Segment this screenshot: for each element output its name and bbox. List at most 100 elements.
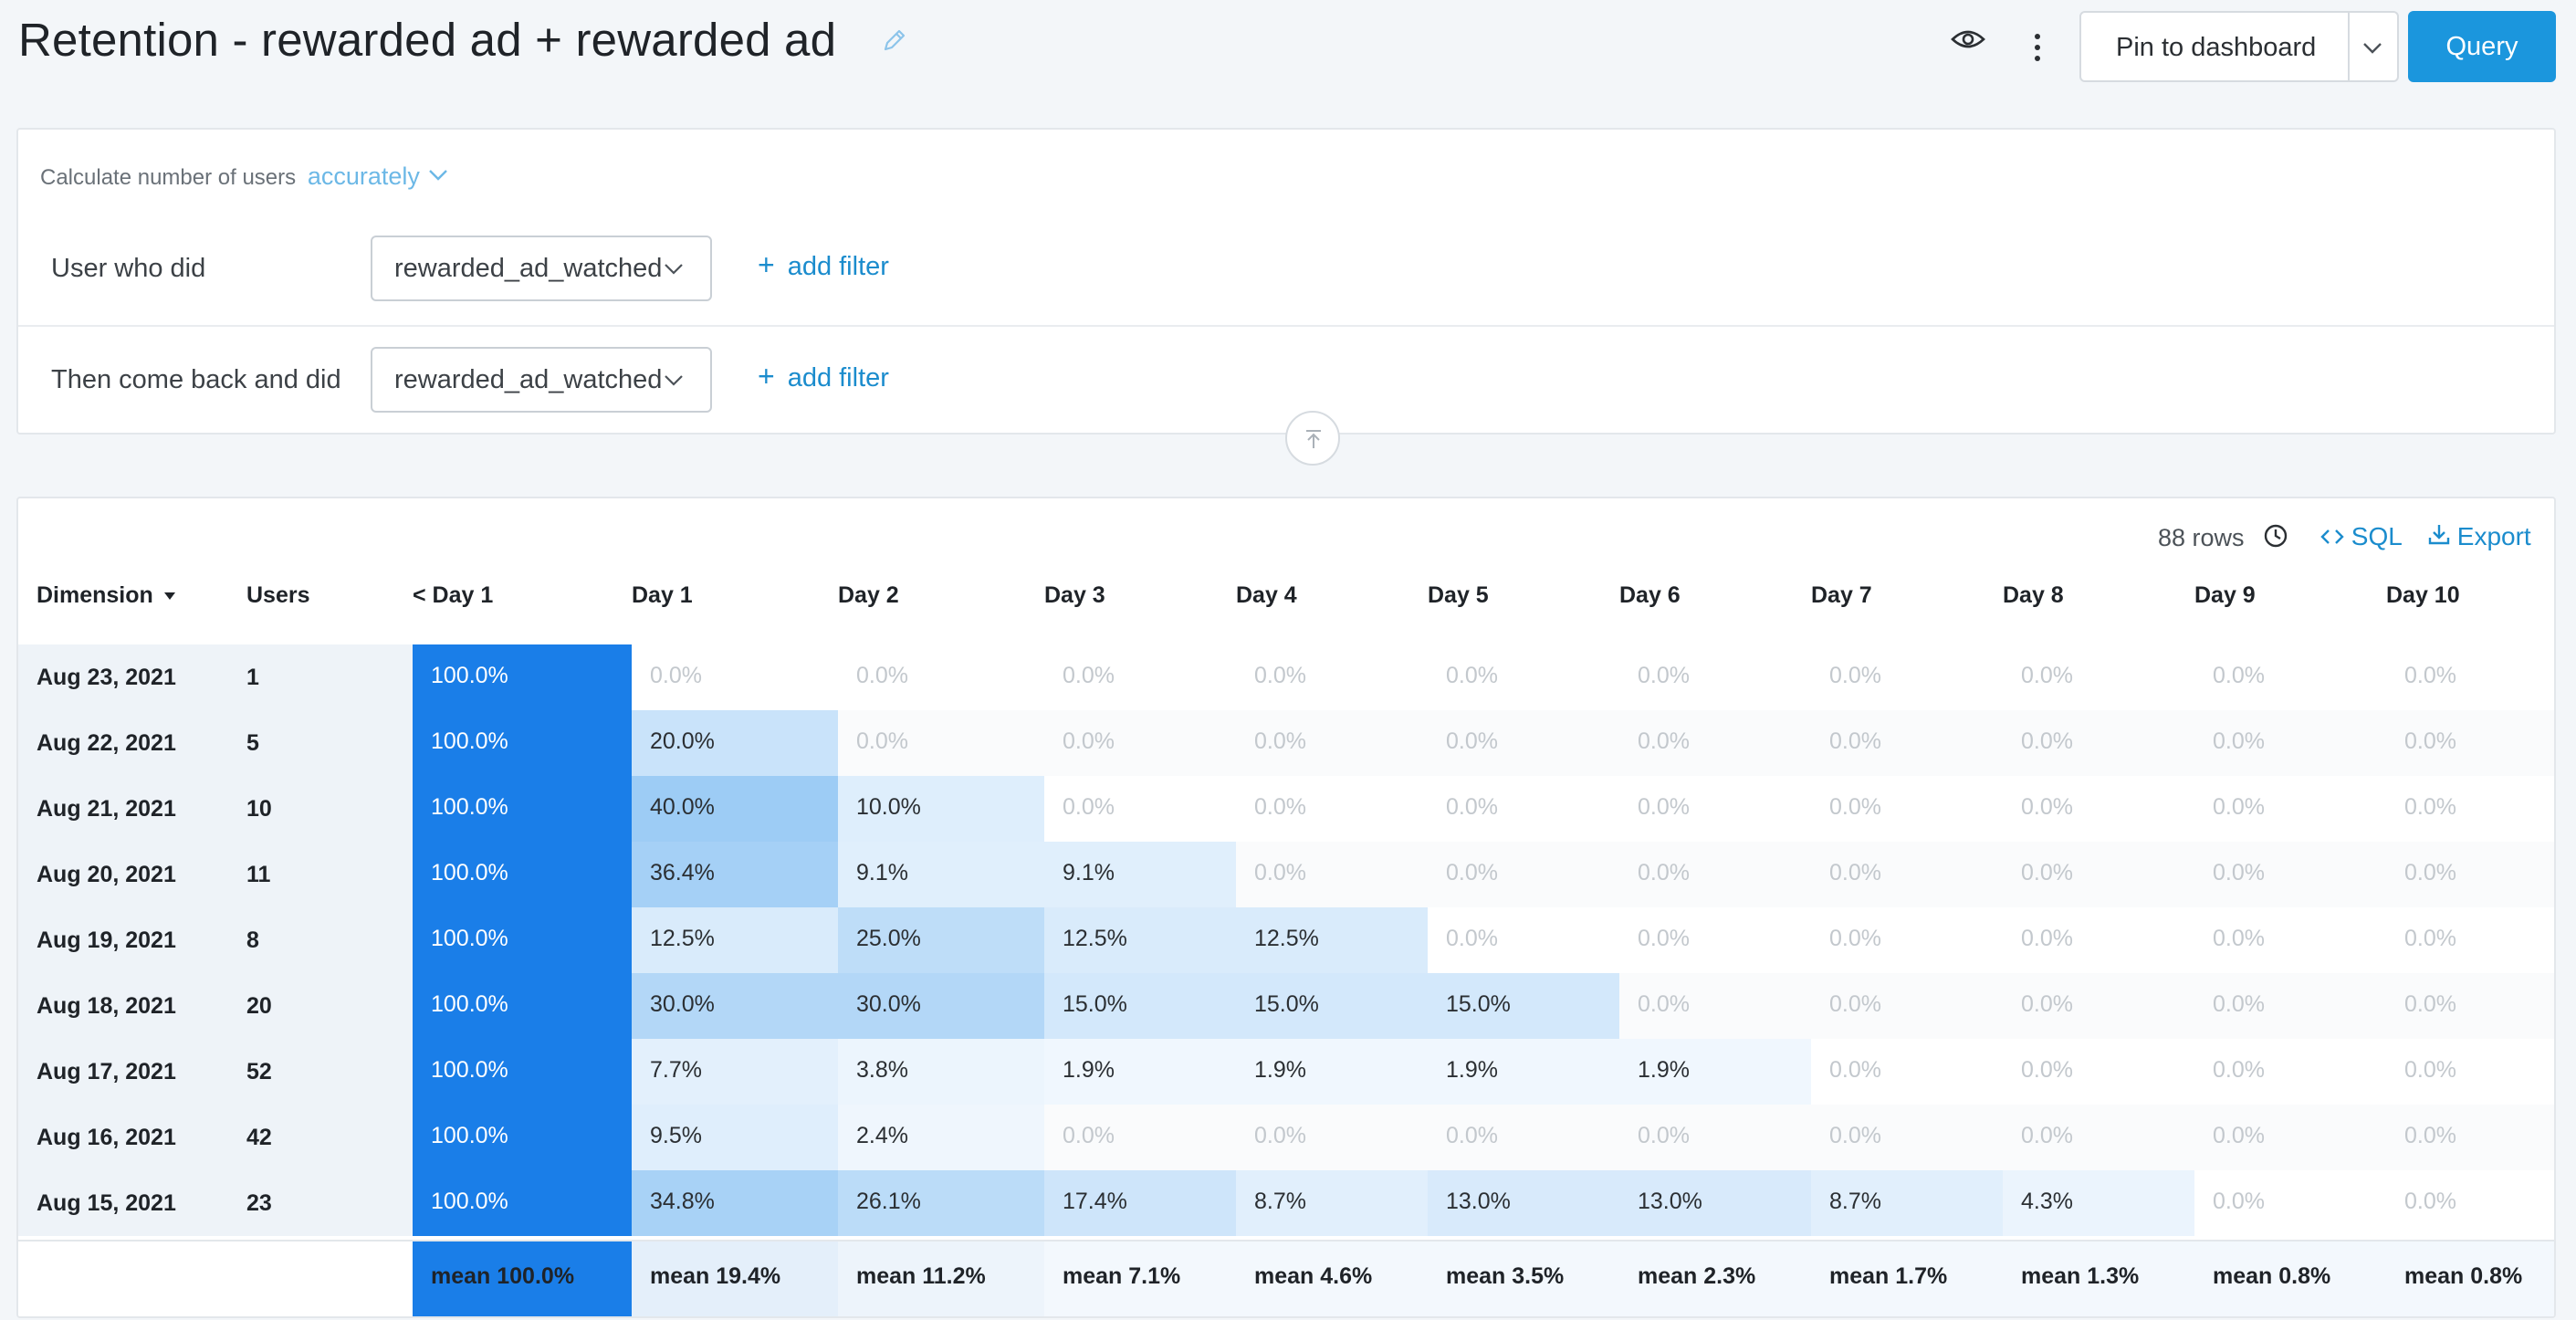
retention-cell[interactable]: 0.0%	[2194, 1039, 2386, 1105]
calc-mode-dropdown[interactable]: accurately	[307, 162, 420, 190]
retention-cell[interactable]: 0.0%	[2194, 776, 2386, 842]
retention-cell[interactable]: 13.0%	[1428, 1170, 1619, 1236]
retention-cell[interactable]: 0.0%	[1044, 776, 1236, 842]
retention-cell[interactable]: 0.0%	[1619, 776, 1811, 842]
retention-cell[interactable]: 0.0%	[2386, 710, 2554, 776]
retention-cell[interactable]: 0.0%	[2194, 973, 2386, 1039]
retention-cell[interactable]: 36.4%	[632, 842, 838, 907]
retention-cell[interactable]: 0.0%	[838, 644, 1044, 710]
retention-cell[interactable]: 1.9%	[1619, 1039, 1811, 1105]
step2-event-select[interactable]: rewarded_ad_watched	[371, 347, 712, 413]
retention-cell[interactable]: 0.0%	[2386, 1039, 2554, 1105]
eye-icon[interactable]	[1950, 26, 1986, 53]
retention-cell[interactable]: 0.0%	[2003, 1039, 2194, 1105]
retention-cell[interactable]: 0.0%	[1428, 710, 1619, 776]
retention-cell[interactable]: 0.0%	[2386, 842, 2554, 907]
retention-cell[interactable]: 0.0%	[1619, 1105, 1811, 1170]
retention-cell[interactable]: 20.0%	[632, 710, 838, 776]
retention-cell[interactable]: 0.0%	[2386, 1170, 2554, 1236]
retention-cell[interactable]: 0.0%	[1428, 907, 1619, 973]
retention-cell[interactable]: 15.0%	[1236, 973, 1428, 1039]
retention-cell[interactable]: 12.5%	[1236, 907, 1428, 973]
step1-event-select[interactable]: rewarded_ad_watched	[371, 236, 712, 301]
retention-cell[interactable]: 0.0%	[2386, 973, 2554, 1039]
dimension-header[interactable]: Dimension	[37, 582, 177, 609]
retention-cell[interactable]: 34.8%	[632, 1170, 838, 1236]
retention-cell[interactable]: 0.0%	[2003, 907, 2194, 973]
retention-cell[interactable]: 0.0%	[1811, 1039, 2003, 1105]
retention-cell[interactable]: 0.0%	[1428, 776, 1619, 842]
kebab-icon[interactable]	[2026, 31, 2048, 64]
retention-cell[interactable]: 7.7%	[632, 1039, 838, 1105]
retention-cell[interactable]: 3.8%	[838, 1039, 1044, 1105]
retention-cell[interactable]: 17.4%	[1044, 1170, 1236, 1236]
retention-cell[interactable]: 0.0%	[2003, 842, 2194, 907]
step1-add-filter-link[interactable]: + add filter	[758, 248, 889, 282]
export-link[interactable]: Export	[2428, 522, 2531, 551]
retention-cell[interactable]: 0.0%	[2194, 907, 2386, 973]
sql-link[interactable]: SQL	[2320, 522, 2403, 551]
retention-cell[interactable]: 0.0%	[1811, 842, 2003, 907]
retention-cell[interactable]: 0.0%	[2003, 710, 2194, 776]
retention-cell[interactable]: 1.9%	[1044, 1039, 1236, 1105]
retention-cell[interactable]: 0.0%	[1236, 1105, 1428, 1170]
retention-cell[interactable]: 0.0%	[1044, 710, 1236, 776]
retention-cell[interactable]: 12.5%	[632, 907, 838, 973]
retention-cell[interactable]: 2.4%	[838, 1105, 1044, 1170]
retention-cell[interactable]: 0.0%	[1619, 644, 1811, 710]
retention-cell[interactable]: 13.0%	[1619, 1170, 1811, 1236]
retention-cell[interactable]: 9.5%	[632, 1105, 838, 1170]
query-button[interactable]: Query	[2408, 11, 2556, 82]
retention-cell[interactable]: 0.0%	[1619, 973, 1811, 1039]
retention-cell[interactable]: 15.0%	[1044, 973, 1236, 1039]
retention-cell[interactable]: 100.0%	[413, 644, 632, 710]
retention-cell[interactable]: 1.9%	[1236, 1039, 1428, 1105]
retention-cell[interactable]: 0.0%	[2003, 1105, 2194, 1170]
retention-cell[interactable]: 0.0%	[1044, 644, 1236, 710]
retention-cell[interactable]: 0.0%	[838, 710, 1044, 776]
retention-cell[interactable]: 8.7%	[1811, 1170, 2003, 1236]
retention-cell[interactable]: 0.0%	[1044, 1105, 1236, 1170]
sort-caret-icon[interactable]	[162, 591, 177, 602]
retention-cell[interactable]: 100.0%	[413, 973, 632, 1039]
retention-cell[interactable]: 0.0%	[1236, 842, 1428, 907]
retention-cell[interactable]: 0.0%	[1236, 644, 1428, 710]
retention-cell[interactable]: 100.0%	[413, 1105, 632, 1170]
retention-cell[interactable]: 0.0%	[1428, 1105, 1619, 1170]
retention-cell[interactable]: 0.0%	[2386, 907, 2554, 973]
retention-cell[interactable]: 100.0%	[413, 710, 632, 776]
retention-cell[interactable]: 100.0%	[413, 907, 632, 973]
retention-cell[interactable]: 100.0%	[413, 842, 632, 907]
retention-cell[interactable]: 100.0%	[413, 1039, 632, 1105]
retention-cell[interactable]: 0.0%	[2003, 644, 2194, 710]
retention-cell[interactable]: 0.0%	[632, 644, 838, 710]
retention-cell[interactable]: 0.0%	[2194, 644, 2386, 710]
retention-cell[interactable]: 100.0%	[413, 1170, 632, 1236]
edit-icon[interactable]	[880, 26, 909, 55]
retention-cell[interactable]: 40.0%	[632, 776, 838, 842]
collapse-panel-button[interactable]	[1285, 411, 1340, 466]
retention-cell[interactable]: 0.0%	[1811, 1105, 2003, 1170]
retention-cell[interactable]: 0.0%	[2003, 776, 2194, 842]
retention-cell[interactable]: 12.5%	[1044, 907, 1236, 973]
retention-cell[interactable]: 0.0%	[1811, 973, 2003, 1039]
retention-cell[interactable]: 0.0%	[2386, 776, 2554, 842]
retention-cell[interactable]: 8.7%	[1236, 1170, 1428, 1236]
retention-cell[interactable]: 0.0%	[2386, 1105, 2554, 1170]
retention-cell[interactable]: 0.0%	[1236, 710, 1428, 776]
step2-add-filter-link[interactable]: + add filter	[758, 360, 889, 393]
clock-icon[interactable]	[2262, 522, 2289, 550]
retention-cell[interactable]: 9.1%	[838, 842, 1044, 907]
retention-cell[interactable]: 0.0%	[1811, 907, 2003, 973]
retention-cell[interactable]: 0.0%	[2194, 1105, 2386, 1170]
retention-cell[interactable]: 0.0%	[1428, 842, 1619, 907]
retention-cell[interactable]: 30.0%	[838, 973, 1044, 1039]
retention-cell[interactable]: 0.0%	[1811, 776, 2003, 842]
retention-cell[interactable]: 0.0%	[2003, 973, 2194, 1039]
retention-cell[interactable]: 10.0%	[838, 776, 1044, 842]
retention-cell[interactable]: 0.0%	[2386, 644, 2554, 710]
retention-cell[interactable]: 15.0%	[1428, 973, 1619, 1039]
retention-cell[interactable]: 0.0%	[1236, 776, 1428, 842]
retention-cell[interactable]: 4.3%	[2003, 1170, 2194, 1236]
retention-cell[interactable]: 26.1%	[838, 1170, 1044, 1236]
